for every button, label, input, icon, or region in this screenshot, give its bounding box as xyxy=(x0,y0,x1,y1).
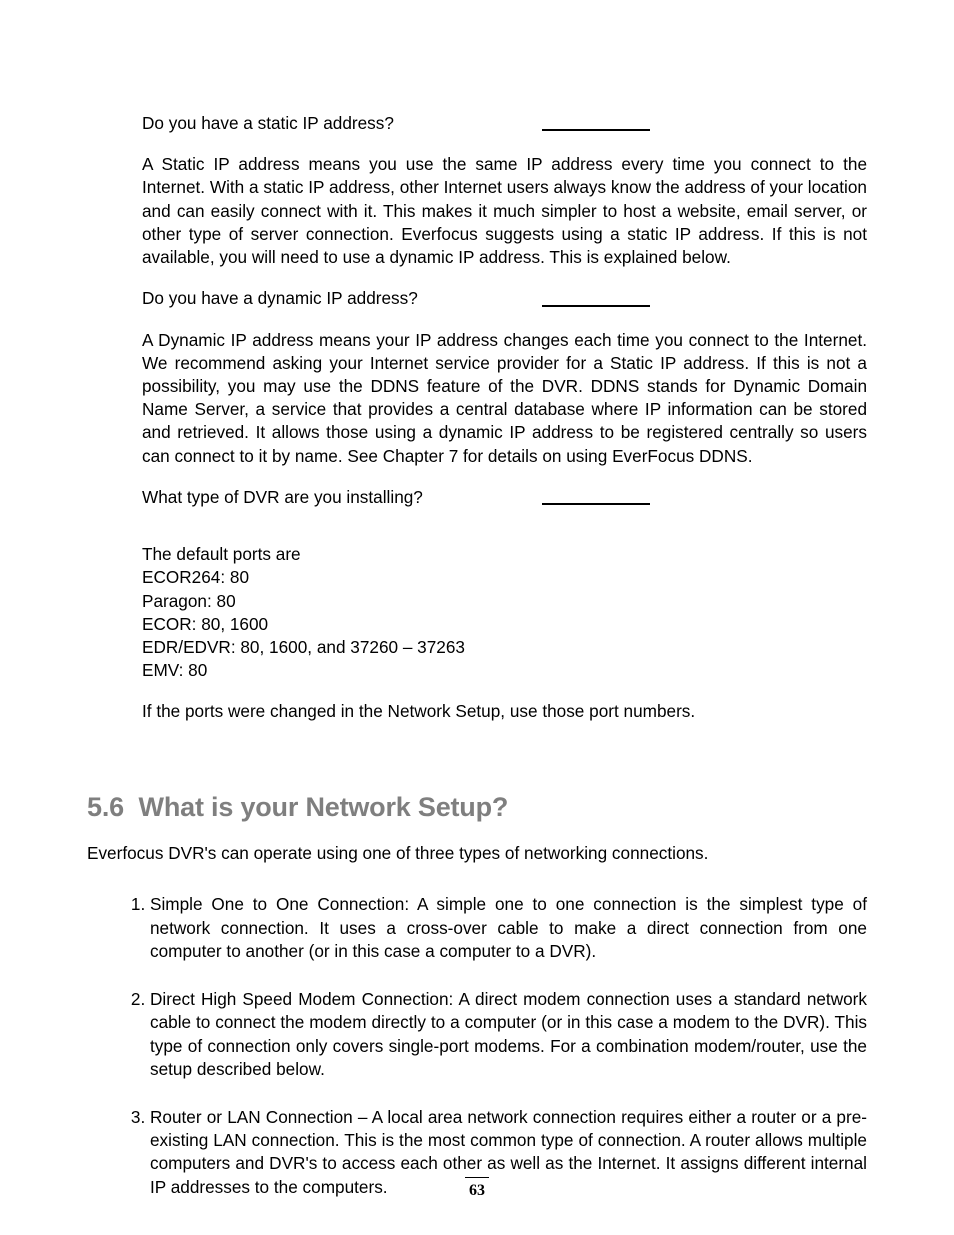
page-number: 63 xyxy=(465,1177,489,1202)
ports-intro: The default ports are xyxy=(142,543,867,566)
question-static-ip-label: Do you have a static IP address? xyxy=(142,112,542,135)
question-static-ip-row: Do you have a static IP address? xyxy=(142,112,867,135)
question-row: What type of DVR are you installing? xyxy=(142,486,867,509)
answer-blank-line xyxy=(542,503,650,505)
question-dynamic-ip-row: Do you have a dynamic IP address? xyxy=(142,287,867,310)
port-line: ECOR: 80, 1600 xyxy=(142,613,867,636)
answer-blank-line xyxy=(542,129,650,131)
port-line: Paragon: 80 xyxy=(142,590,867,613)
default-ports-block: The default ports are ECOR264: 80 Parago… xyxy=(142,543,867,682)
section-number: 5.6 xyxy=(87,792,124,822)
port-line: ECOR264: 80 xyxy=(142,566,867,589)
network-types-list: Simple One to One Connection: A simple o… xyxy=(87,893,867,1198)
question-dvr-type-label: What type of DVR are you installing? xyxy=(142,486,542,509)
list-item: Simple One to One Connection: A simple o… xyxy=(150,893,867,963)
section-title: What is your Network Setup? xyxy=(139,792,509,822)
dynamic-ip-paragraph: A Dynamic IP address means your IP addre… xyxy=(142,329,867,468)
ports-changed-note: If the ports were changed in the Network… xyxy=(142,700,867,723)
section-intro: Everfocus DVR's can operate using one of… xyxy=(87,842,867,865)
question-dvr-type-row: What type of DVR are you installing? xyxy=(142,486,867,509)
list-item: Router or LAN Connection – A local area … xyxy=(150,1106,867,1199)
list-item: Direct High Speed Modem Connection: A di… xyxy=(150,988,867,1081)
answer-blank-line xyxy=(542,305,650,307)
port-line: EMV: 80 xyxy=(142,659,867,682)
section-heading: 5.6 What is your Network Setup? xyxy=(87,789,867,825)
static-ip-paragraph: A Static IP address means you use the sa… xyxy=(142,153,867,269)
port-line: EDR/EDVR: 80, 1600, and 37260 – 37263 xyxy=(142,636,867,659)
question-row: Do you have a dynamic IP address? xyxy=(142,287,867,310)
question-dynamic-ip-label: Do you have a dynamic IP address? xyxy=(142,287,542,310)
question-row: Do you have a static IP address? xyxy=(142,112,867,135)
document-page: Do you have a static IP address? A Stati… xyxy=(0,0,954,1235)
